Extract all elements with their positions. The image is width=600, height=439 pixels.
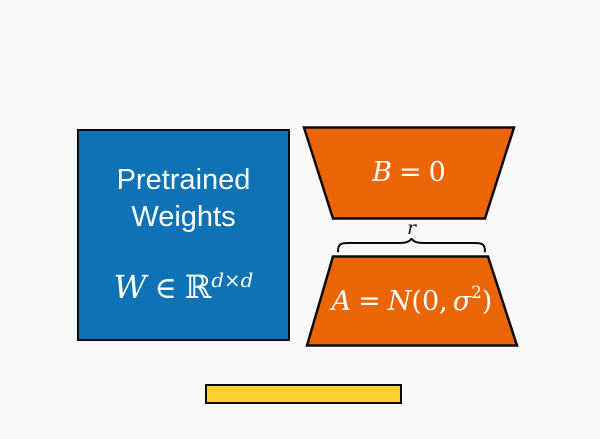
real-numbers-symbol: ℝ <box>184 268 212 306</box>
b-variable: B <box>372 156 393 188</box>
a-args-open: (0, <box>411 285 448 317</box>
matrix-a-shape <box>305 255 519 347</box>
a-args-close: ) <box>481 285 493 317</box>
element-of-symbol: ∈ <box>154 271 177 306</box>
a-variable: A <box>331 285 352 317</box>
matrix-a-label: A = N (0, σ 2) <box>304 255 520 347</box>
w-variable: W <box>113 268 147 306</box>
b-value: 0 <box>428 156 446 188</box>
pretrained-title-line2: Weights <box>131 201 236 233</box>
rank-r-label: r <box>406 217 417 239</box>
matrix-b-label: B = 0 <box>301 126 517 218</box>
sigma-exponent: 2 <box>471 281 482 302</box>
pretrained-title: Pretrained Weights <box>79 162 288 236</box>
matrix-b-shape <box>302 126 516 220</box>
matrix-b-trapezoid <box>302 126 516 220</box>
normal-distribution-symbol: N <box>387 285 412 317</box>
sigma-symbol: σ <box>452 285 472 317</box>
b-equals-sign: = <box>399 156 422 188</box>
pretrained-title-line1: Pretrained <box>116 164 251 196</box>
dimension-superscript: d×d <box>211 269 254 293</box>
curly-brace-icon <box>337 238 486 253</box>
a-equals-sign: = <box>358 285 381 317</box>
weight-dimension-formula: W ∈ ℝd×d <box>79 267 288 312</box>
pretrained-weights-box: Pretrained Weights W ∈ ℝd×d <box>77 129 290 341</box>
matrix-a-trapezoid <box>305 255 519 347</box>
lora-update-bar <box>205 384 402 404</box>
